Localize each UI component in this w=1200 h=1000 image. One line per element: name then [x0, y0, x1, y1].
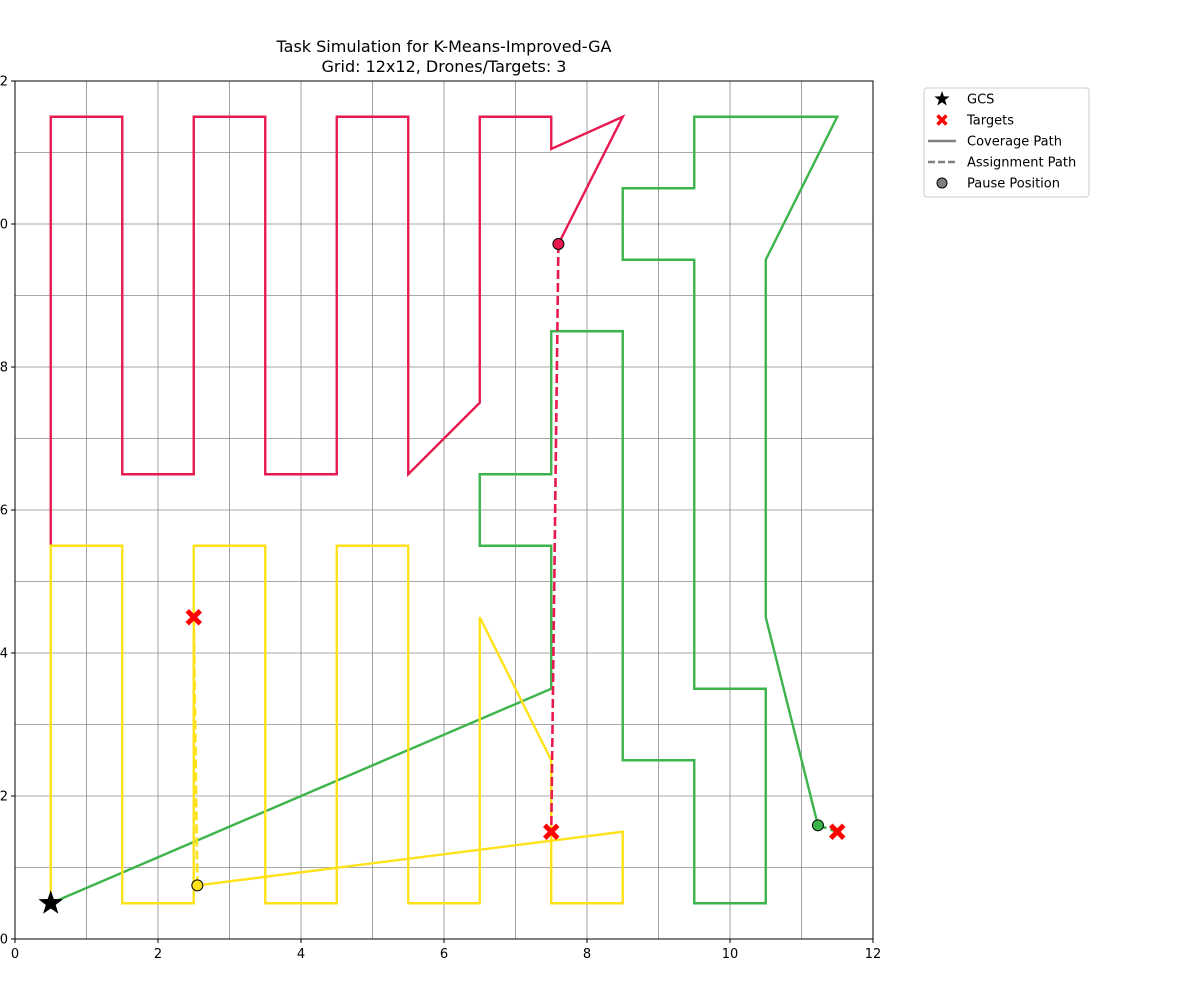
- target-marker-0: [185, 609, 202, 626]
- x-tick-label: 10: [722, 947, 739, 962]
- legend-item: Coverage Path: [928, 135, 1062, 150]
- y-tick-label: 10: [0, 218, 8, 233]
- chart-subtitle: Grid: 12x12, Drones/Targets: 3: [322, 57, 567, 76]
- x-tick-label: 6: [440, 947, 448, 962]
- y-tick-label: 4: [0, 647, 8, 662]
- legend-box: [923, 87, 1090, 198]
- coverage-path-0: [49, 114, 626, 546]
- y-tick-label: 6: [0, 504, 8, 519]
- legend-x-icon: [936, 114, 948, 126]
- legend-circle-icon: [936, 177, 948, 189]
- legend-label: Assignment Path: [967, 156, 1076, 171]
- target-marker-2: [829, 823, 846, 840]
- y-tick-label: 8: [0, 361, 8, 376]
- coverage-path-2: [49, 544, 624, 905]
- x-tick-label: 2: [154, 947, 162, 962]
- legend: GCS Targets Coverage Path Assignment Path Pa…: [923, 87, 1090, 198]
- gcs-marker: [38, 890, 64, 914]
- x-tick-label: 12: [865, 947, 882, 962]
- legend-label: Targets: [966, 114, 1014, 129]
- assignment-path-0: [549, 244, 560, 832]
- y-tick-label: 0: [0, 933, 8, 948]
- legend-item: Targets: [936, 114, 1014, 129]
- assignment-path-2: [192, 617, 199, 886]
- legend-label: GCS: [967, 93, 994, 108]
- legend-label: Pause Position: [967, 177, 1060, 192]
- axis-ticks: 0 2 4 6 8 10 12 0 2 4 6 8 10 12: [0, 75, 881, 963]
- y-tick-label: 12: [0, 75, 8, 90]
- pause-position-0: [552, 238, 565, 251]
- legend-star-icon: [934, 91, 950, 106]
- chart-title: Task Simulation for K-Means-Improved-GA: [276, 37, 612, 56]
- target-marker-1: [543, 823, 560, 840]
- legend-label: Coverage Path: [967, 135, 1062, 150]
- plot-series: [49, 114, 840, 905]
- plot-markers: [38, 238, 846, 914]
- x-tick-label: 8: [583, 947, 591, 962]
- pause-position-1: [811, 819, 824, 832]
- x-tick-label: 4: [297, 947, 305, 962]
- grid-lines: [15, 81, 873, 939]
- legend-item: Assignment Path: [928, 156, 1076, 171]
- x-tick-label: 0: [11, 947, 19, 962]
- pause-position-2: [191, 879, 204, 892]
- y-tick-label: 2: [0, 790, 8, 805]
- legend-item: GCS: [934, 91, 994, 108]
- legend-item: Pause Position: [936, 177, 1060, 192]
- coverage-path-1: [50, 115, 840, 905]
